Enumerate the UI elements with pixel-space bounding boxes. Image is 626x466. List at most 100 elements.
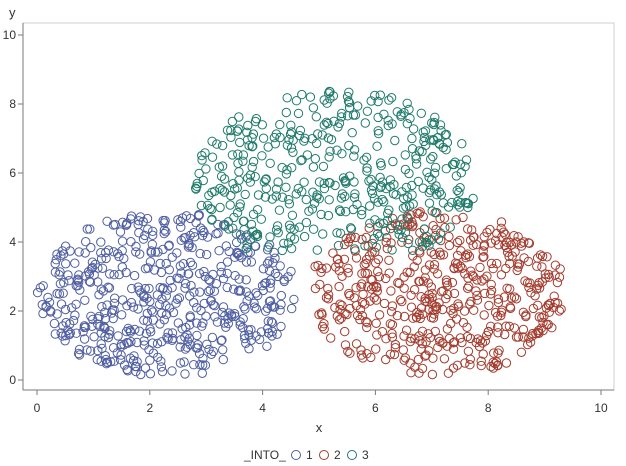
data-point-series-3 [234, 112, 244, 122]
data-point-series-3 [369, 233, 379, 244]
data-point-series-3 [386, 93, 397, 103]
data-point-series-1 [41, 302, 51, 312]
data-point-series-1 [216, 336, 226, 346]
data-point-series-3 [201, 164, 211, 174]
y-tick-label: 8 [9, 97, 16, 111]
y-tick-label: 2 [9, 304, 16, 318]
data-point-series-3 [311, 112, 321, 122]
data-point-series-2 [463, 346, 474, 356]
data-point-series-1 [189, 228, 199, 238]
data-point-series-1 [161, 291, 172, 301]
data-point-series-3 [407, 133, 417, 144]
data-point-series-2 [462, 331, 473, 342]
data-point-series-2 [321, 293, 332, 303]
data-point-series-3 [325, 94, 335, 104]
data-point-series-1 [134, 285, 145, 295]
data-point-series-3 [357, 209, 367, 220]
data-point-series-3 [293, 108, 304, 119]
legend-label-1: 1 [306, 448, 313, 462]
data-point-series-1 [181, 322, 191, 333]
data-point-series-3 [219, 174, 230, 184]
data-point-series-1 [207, 332, 218, 343]
data-point-series-3 [263, 242, 273, 252]
data-point-series-3 [281, 169, 292, 179]
data-point-series-3 [405, 113, 415, 124]
data-point-series-3 [274, 205, 285, 215]
data-point-series-2 [416, 292, 426, 302]
data-point-series-2 [430, 326, 440, 337]
data-point-series-3 [343, 96, 354, 107]
data-point-series-2 [381, 273, 391, 284]
data-point-series-1 [201, 249, 212, 260]
data-point-series-2 [504, 321, 515, 331]
data-point-series-2 [337, 300, 347, 311]
data-point-series-2 [506, 293, 517, 303]
data-point-series-3 [435, 228, 446, 238]
data-point-series-2 [432, 269, 443, 279]
data-point-series-2 [482, 271, 492, 281]
x-tick-label: 8 [485, 401, 492, 415]
data-point-series-2 [381, 237, 391, 248]
data-point-series-3 [305, 92, 316, 102]
data-point-series-3 [238, 150, 249, 160]
data-point-series-3 [282, 140, 293, 151]
data-point-series-2 [537, 312, 547, 323]
data-point-series-3 [297, 155, 307, 165]
data-point-series-3 [217, 185, 228, 195]
data-point-series-2 [465, 360, 475, 370]
data-point-series-2 [511, 237, 521, 247]
x-tick-label: 6 [372, 401, 379, 415]
data-point-series-1 [74, 270, 84, 280]
data-point-series-1 [136, 288, 146, 298]
data-point-series-1 [179, 357, 189, 367]
data-point-series-3 [233, 149, 243, 159]
data-point-series-3 [299, 177, 309, 187]
data-point-series-1 [86, 242, 96, 253]
data-point-series-1 [221, 241, 232, 251]
data-point-series-3 [212, 139, 222, 149]
data-point-series-2 [424, 304, 434, 314]
data-point-series-1 [185, 230, 195, 241]
data-point-series-3 [319, 120, 329, 130]
data-point-series-3 [388, 156, 398, 167]
data-point-series-1 [167, 328, 178, 338]
data-point-series-2 [490, 307, 501, 318]
data-point-series-3 [373, 128, 384, 139]
data-point-series-2 [496, 310, 506, 321]
data-point-series-2 [554, 306, 564, 316]
data-point-series-2 [330, 302, 340, 313]
data-point-series-3 [234, 175, 244, 186]
data-point-series-3 [347, 128, 357, 138]
data-point-series-3 [400, 150, 410, 160]
data-point-series-1 [199, 227, 209, 238]
y-tick-label: 4 [9, 235, 16, 249]
data-point-series-3 [337, 189, 348, 199]
data-point-series-2 [429, 249, 439, 260]
data-point-series-1 [235, 285, 245, 295]
data-point-series-1 [35, 283, 46, 293]
data-point-series-1 [251, 304, 262, 314]
data-point-series-2 [513, 332, 523, 342]
data-point-series-3 [324, 88, 334, 98]
data-point-series-2 [364, 223, 374, 233]
data-point-series-3 [230, 184, 240, 194]
data-point-series-1 [117, 310, 127, 320]
data-point-series-2 [448, 363, 459, 373]
data-point-series-3 [468, 193, 478, 204]
data-point-series-3 [284, 195, 294, 205]
data-point-series-3 [373, 112, 383, 123]
data-point-series-3 [402, 213, 413, 223]
data-point-series-2 [457, 337, 467, 348]
data-point-series-2 [545, 298, 555, 309]
data-point-series-3 [402, 119, 412, 129]
data-point-series-2 [379, 298, 390, 309]
data-point-series-3 [400, 164, 411, 175]
data-point-series-3 [441, 164, 451, 174]
data-point-series-1 [187, 260, 198, 270]
data-point-series-3 [394, 229, 404, 240]
data-point-series-3 [261, 183, 271, 194]
data-point-series-1 [99, 323, 110, 333]
data-point-series-3 [214, 162, 225, 172]
data-point-series-2 [408, 220, 418, 230]
data-point-series-1 [85, 224, 95, 234]
